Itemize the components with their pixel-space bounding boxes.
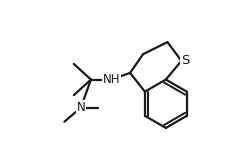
- Text: S: S: [181, 54, 189, 67]
- Text: N: N: [76, 101, 85, 114]
- Text: NH: NH: [103, 73, 120, 86]
